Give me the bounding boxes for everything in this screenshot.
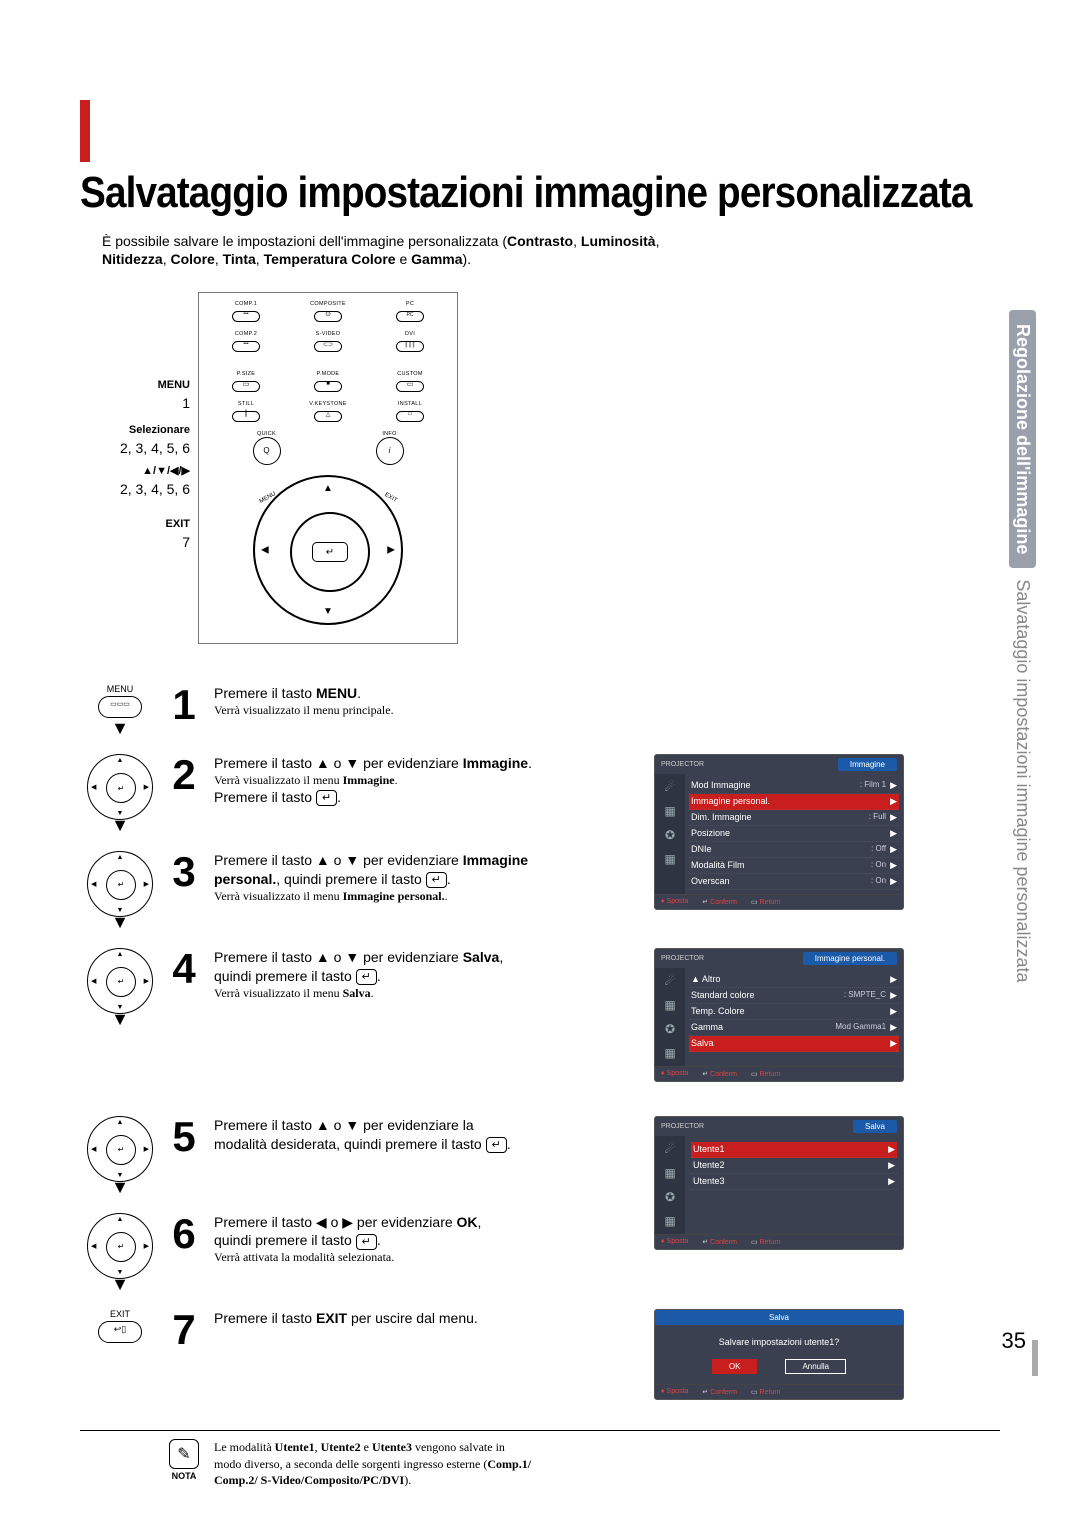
osd-row: Mod Immagine: Film 1▶ bbox=[689, 778, 899, 794]
steps-list: MENU ▼ 1 Premere il tasto MENU. Verrà vi… bbox=[80, 674, 1000, 1498]
osd-row: Standard colore: SMPTE_C▶ bbox=[689, 988, 899, 1004]
flow-arrow-icon: ▼ bbox=[86, 820, 154, 831]
osd-row: Utente2▶ bbox=[691, 1158, 897, 1174]
step-number: 4 bbox=[166, 948, 202, 990]
remote-callouts: MENU1 Selezionare2, 3, 4, 5, 6 ▲/▼/◀/▶2,… bbox=[80, 292, 190, 558]
note-label: NOTA bbox=[166, 1471, 202, 1481]
dpad-icon: ▲▼◀▶ bbox=[87, 1116, 153, 1182]
osd-row: Overscan: On▶ bbox=[689, 874, 899, 890]
page-number-bar bbox=[1032, 1340, 1038, 1376]
osd-row: Salva▶ bbox=[689, 1036, 899, 1052]
osd-row: GammaMod Gamma1▶ bbox=[689, 1020, 899, 1036]
flow-arrow-icon: ▼ bbox=[86, 917, 154, 928]
osd-row: Dim. Immagine: Full▶ bbox=[689, 810, 899, 826]
dpad: MENU EXIT ▲ ▼ ◀ ▶ ↵ bbox=[253, 475, 403, 625]
enter-icon: ↵ bbox=[426, 872, 447, 888]
page-number: 35 bbox=[1002, 1328, 1026, 1354]
flow-arrow-icon: ▼ bbox=[86, 723, 154, 734]
dpad-icon: ▲▼◀▶ bbox=[87, 754, 153, 820]
osd-menu-immagine: PROJECTORImmagine ☄▦✪▦ Mod Immagine: Fil… bbox=[654, 754, 904, 910]
dpad-icon: ▲▼◀▶ bbox=[87, 851, 153, 917]
title-block: Salvataggio impostazioni immagine person… bbox=[80, 100, 1000, 224]
flow-arrow-icon: ▼ bbox=[86, 1182, 154, 1193]
enter-button: ↵ bbox=[312, 542, 348, 562]
osd-row: DNIe: Off▶ bbox=[689, 842, 899, 858]
dpad-icon: ▲▼◀▶ bbox=[87, 948, 153, 1014]
osd-row: Utente1▶ bbox=[691, 1142, 897, 1158]
dialog-ok-button: OK bbox=[712, 1359, 758, 1374]
remote-control: COMP.1 COMPOSITE PC COMP.2 S-VIDEO DVI P… bbox=[198, 292, 458, 644]
step-number: 1 bbox=[166, 684, 202, 726]
osd-row: Utente3▶ bbox=[691, 1174, 897, 1190]
info-button: i bbox=[376, 437, 404, 465]
page-title: Salvataggio impostazioni immagine person… bbox=[80, 162, 972, 224]
osd-row: Immagine personal.▶ bbox=[689, 794, 899, 810]
note-icon: ✎ bbox=[169, 1439, 199, 1469]
osd-row: Temp. Colore▶ bbox=[689, 1004, 899, 1020]
flow-arrow-icon: ▼ bbox=[86, 1014, 154, 1025]
step-number: 3 bbox=[166, 851, 202, 893]
quick-button: Q bbox=[253, 437, 281, 465]
dialog-cancel-button: Annulla bbox=[785, 1359, 846, 1374]
enter-icon: ↵ bbox=[316, 790, 337, 806]
enter-icon: ↵ bbox=[486, 1137, 507, 1153]
menu-icon-label: MENU bbox=[86, 684, 154, 694]
dpad-icon: ▲▼◀▶ bbox=[87, 1213, 153, 1279]
osd-row: Posizione▶ bbox=[689, 826, 899, 842]
osd-menu-immagine-personal: PROJECTORImmagine personal. ☄▦✪▦ ▲ Altro… bbox=[654, 948, 904, 1082]
step-number: 2 bbox=[166, 754, 202, 796]
step-number: 6 bbox=[166, 1213, 202, 1255]
sidebar-section-label: Regolazione dell'immagine Salvataggio im… bbox=[1009, 310, 1036, 983]
intro-text: È possibile salvare le impostazioni dell… bbox=[102, 232, 1000, 268]
remote-diagram: MENU1 Selezionare2, 3, 4, 5, 6 ▲/▼/◀/▶2,… bbox=[80, 292, 1000, 644]
osd-row: Modalità Film: On▶ bbox=[689, 858, 899, 874]
osd-row: ▲ Altro▶ bbox=[689, 972, 899, 988]
step-number: 7 bbox=[166, 1309, 202, 1351]
osd-menu-salva: PROJECTORSalva ☄▦✪▦ Utente1▶Utente2▶Uten… bbox=[654, 1116, 904, 1250]
menu-icon bbox=[98, 696, 142, 718]
title-accent-bar bbox=[80, 100, 90, 162]
enter-icon: ↵ bbox=[356, 1234, 377, 1250]
flow-arrow-icon: ▼ bbox=[86, 1279, 154, 1290]
enter-icon: ↵ bbox=[356, 969, 377, 985]
step-number: 5 bbox=[166, 1116, 202, 1158]
exit-icon-label: EXIT bbox=[86, 1309, 154, 1319]
osd-dialog-salva: Salva Salvare impostazioni utente1? OK A… bbox=[654, 1309, 904, 1400]
exit-icon bbox=[98, 1321, 142, 1343]
note-text: Le modalità Utente1, Utente2 e Utente3 v… bbox=[208, 1431, 1000, 1498]
